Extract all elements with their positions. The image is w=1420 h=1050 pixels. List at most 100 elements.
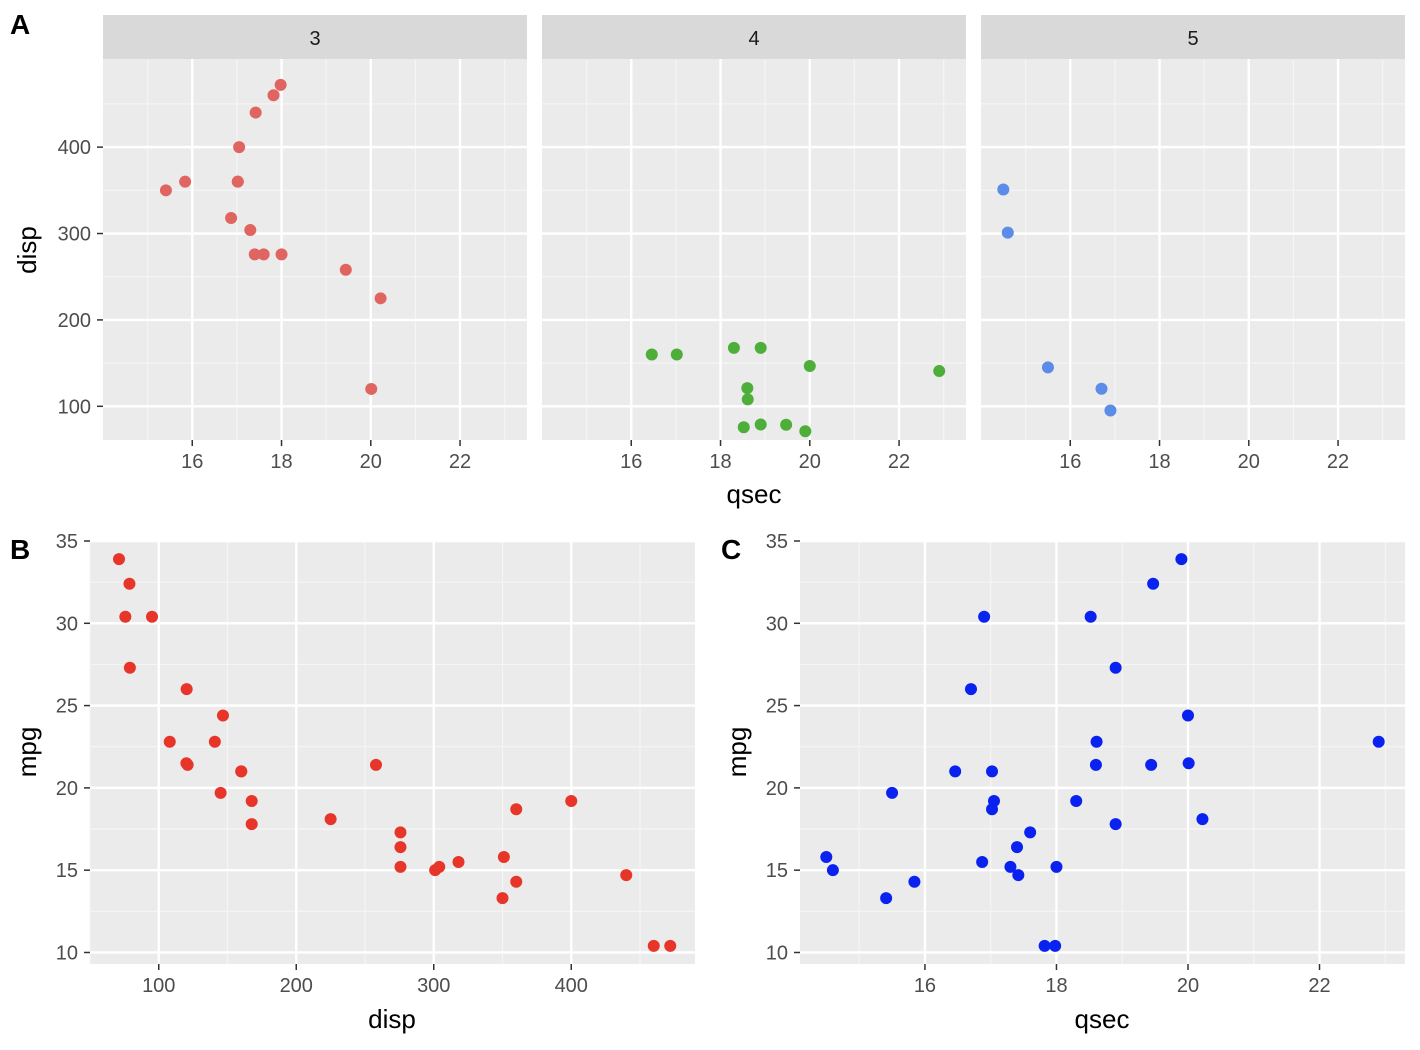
y-tick-label: 15	[766, 860, 788, 882]
y-tick-label: 20	[766, 778, 788, 800]
data-point	[339, 263, 352, 276]
data-point	[146, 610, 159, 623]
data-point	[429, 864, 442, 877]
y-axis-title: mpg	[722, 727, 752, 778]
y-tick-label: 200	[58, 310, 91, 332]
data-point	[780, 418, 793, 431]
x-tick-label: 300	[417, 975, 450, 997]
panel-tag-a: A	[10, 9, 30, 40]
data-point	[510, 875, 523, 888]
x-tick-label: 18	[1148, 451, 1170, 473]
y-axis-title: disp	[12, 226, 42, 274]
data-point	[1084, 610, 1097, 623]
data-point	[670, 348, 683, 361]
y-tick-label: 10	[766, 942, 788, 964]
y-tick-label: 30	[56, 613, 78, 635]
data-point	[394, 826, 407, 839]
facet-strip	[542, 15, 966, 59]
y-tick-label: 20	[56, 778, 78, 800]
facet-strip-label: 4	[748, 28, 759, 50]
data-point	[1181, 709, 1194, 722]
data-point	[394, 860, 407, 873]
data-point	[737, 421, 750, 434]
y-tick-label: 15	[56, 860, 78, 882]
data-point	[964, 683, 977, 696]
x-tick-label: 20	[1238, 451, 1260, 473]
data-point	[645, 348, 658, 361]
panel-background	[103, 59, 527, 440]
panel-tag-c: C	[721, 534, 741, 565]
x-tick-label: 16	[181, 451, 203, 473]
x-tick-label: 22	[449, 451, 471, 473]
facet-strip	[103, 15, 527, 59]
data-point	[803, 359, 816, 372]
data-point	[565, 795, 578, 808]
x-tick-label: 22	[888, 451, 910, 473]
data-point	[1070, 795, 1083, 808]
data-point	[233, 141, 246, 154]
x-tick-label: 200	[280, 975, 313, 997]
data-point	[1090, 735, 1103, 748]
data-point	[324, 813, 337, 826]
data-point	[1041, 361, 1054, 374]
data-point	[987, 795, 1000, 808]
data-point	[1372, 735, 1385, 748]
data-point	[365, 382, 378, 395]
data-point	[496, 892, 509, 905]
y-tick-label: 25	[56, 696, 78, 718]
data-point	[275, 248, 288, 261]
data-point	[1050, 860, 1063, 873]
facet-strip	[981, 15, 1405, 59]
data-point	[257, 248, 270, 261]
data-point	[1196, 813, 1209, 826]
data-point	[880, 892, 893, 905]
data-point	[394, 841, 407, 854]
facet-strip-label: 5	[1187, 28, 1198, 50]
data-point	[1147, 577, 1160, 590]
data-point	[620, 869, 633, 882]
data-point	[978, 610, 991, 623]
data-point	[208, 735, 221, 748]
data-point	[113, 553, 126, 566]
data-point	[245, 795, 258, 808]
data-point	[886, 786, 899, 799]
x-axis-title: qsec	[1075, 1004, 1130, 1034]
y-tick-label: 35	[56, 531, 78, 553]
x-tick-label: 18	[270, 451, 292, 473]
data-point	[741, 382, 754, 395]
x-tick-label: 20	[799, 451, 821, 473]
y-tick-label: 30	[766, 613, 788, 635]
data-point	[1175, 553, 1188, 566]
data-point	[1011, 841, 1024, 854]
y-tick-label: 400	[58, 137, 91, 159]
data-point	[159, 184, 172, 197]
panel-background	[800, 541, 1405, 964]
data-point	[249, 106, 262, 119]
x-tick-label: 18	[709, 451, 731, 473]
data-point	[163, 735, 176, 748]
y-tick-label: 25	[766, 696, 788, 718]
data-point	[235, 765, 248, 778]
data-point	[119, 610, 132, 623]
plot-b: 100 200 300 400 10 15 20 25 30 35 disp mpg B	[10, 531, 695, 1034]
data-point	[986, 765, 999, 778]
data-point	[248, 248, 261, 261]
data-point	[997, 183, 1010, 196]
data-point	[1095, 382, 1108, 395]
facet-panel-4: 4 16 18 20 22	[542, 15, 966, 473]
y-tick-label: 10	[56, 942, 78, 964]
data-point	[180, 683, 193, 696]
data-point	[1012, 869, 1025, 882]
data-point	[727, 341, 740, 354]
data-point	[908, 875, 921, 888]
x-tick-label: 20	[360, 451, 382, 473]
facet-strip-label: 3	[309, 28, 320, 50]
data-point	[1182, 757, 1195, 770]
data-point	[1038, 939, 1051, 952]
data-point	[1024, 826, 1037, 839]
data-point	[225, 211, 238, 224]
x-tick-label: 400	[555, 975, 588, 997]
x-tick-label: 22	[1327, 451, 1349, 473]
panel-tag-b: B	[10, 534, 30, 565]
